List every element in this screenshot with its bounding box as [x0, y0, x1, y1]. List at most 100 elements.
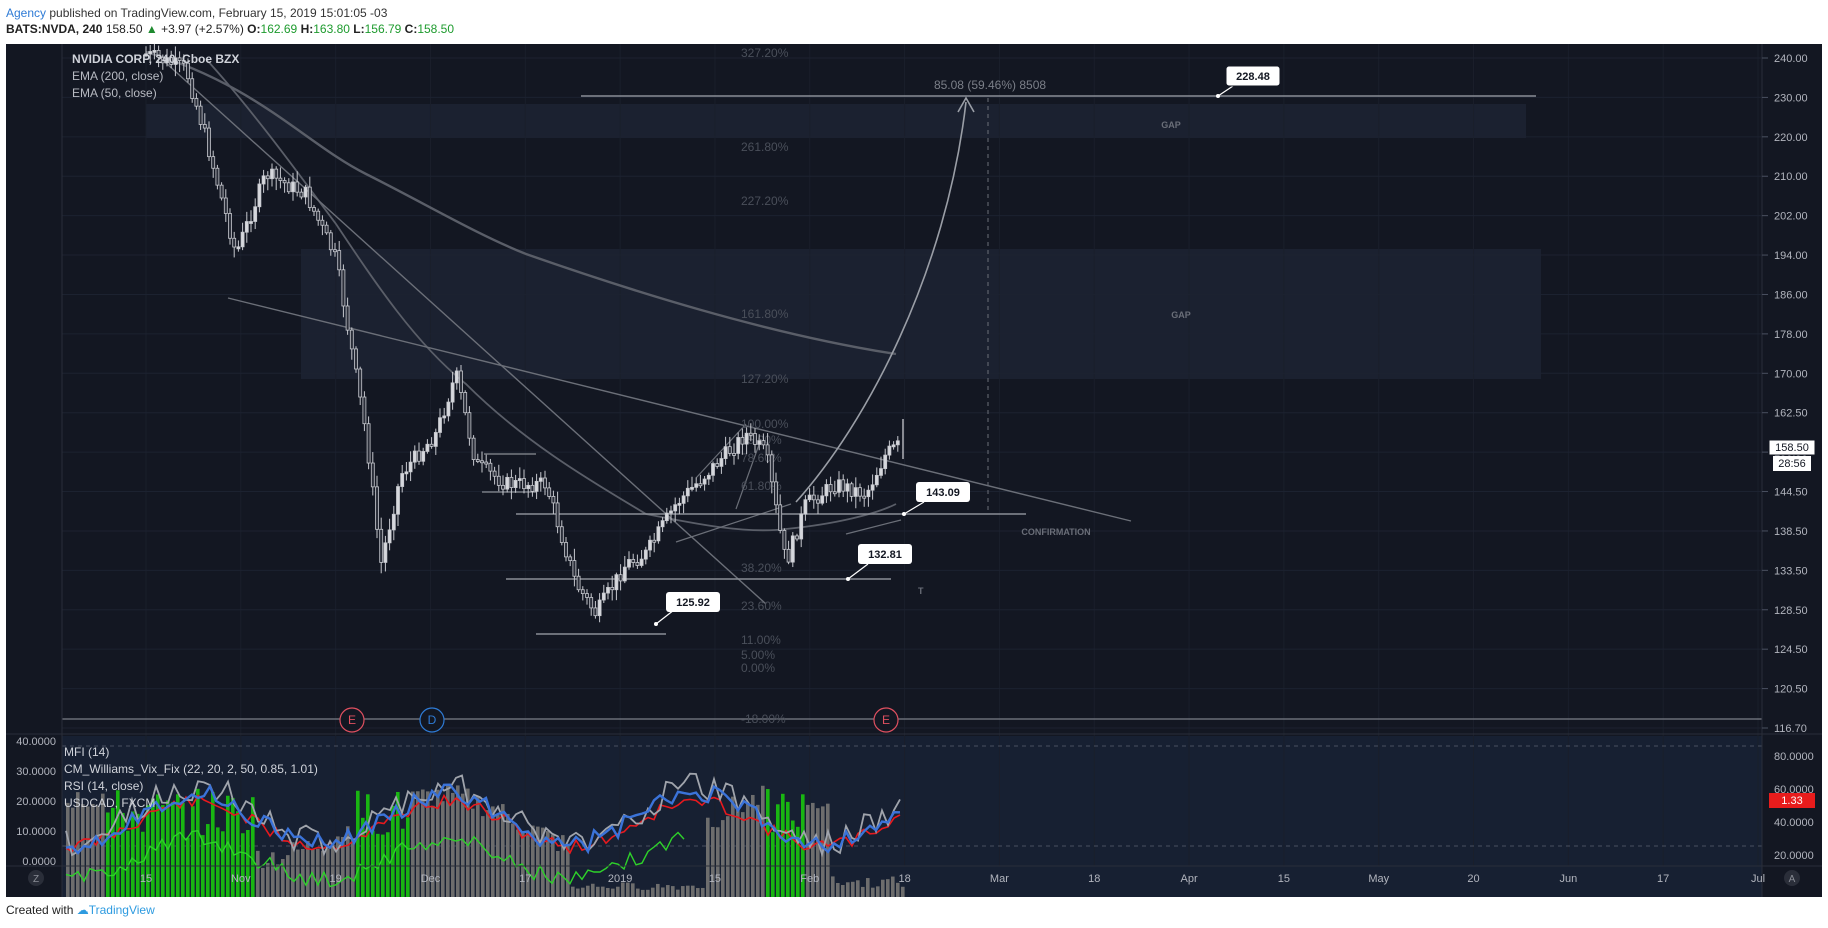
chart-legend-ema200[interactable]: EMA (200, close): [72, 69, 163, 83]
svg-text:Z: Z: [33, 874, 39, 885]
candle-body: [454, 370, 459, 384]
lower-legend-rsi[interactable]: RSI (14, close): [64, 779, 143, 793]
horizontal-grid: [62, 57, 1762, 729]
lower-legend-vixfix[interactable]: CM_Williams_Vix_Fix (22, 20, 2, 50, 0.85…: [64, 762, 318, 776]
price-axis[interactable]: 240.00 230.00 220.00 210.00 202.00 194.00 186.…: [1762, 53, 1808, 735]
chart-legend-ema50[interactable]: EMA (50, close): [72, 86, 157, 100]
candle-body: [370, 462, 375, 488]
candle-body: [354, 348, 358, 370]
candle-body: [866, 489, 871, 498]
candle-body: [505, 476, 510, 490]
candle-body: [396, 486, 400, 515]
chart-area[interactable]: 327.20% 261.80% 227.20% 161.80% 127.20% 100.0…: [6, 44, 1822, 897]
time-tick-label: 2019: [608, 873, 632, 885]
lower-legend-mfi[interactable]: MFI (14): [64, 745, 109, 759]
candle-body: [748, 432, 753, 436]
histogram-bar: [71, 807, 75, 897]
histogram-bar: [191, 806, 195, 897]
histogram-bar: [341, 836, 345, 897]
time-tick-label: Dec: [421, 873, 441, 885]
candle-body: [883, 454, 888, 469]
tradingview-logo-icon[interactable]: ☁: [76, 903, 89, 917]
candle-body: [870, 484, 875, 491]
vix-blue-line: [65, 783, 901, 855]
histogram-bar: [251, 797, 255, 897]
candle-body: [618, 574, 623, 582]
candle-body: [253, 206, 258, 222]
main-pane[interactable]: [62, 44, 1762, 734]
candle-body: [408, 461, 413, 473]
histogram-bar: [806, 804, 810, 897]
candle-body: [148, 51, 153, 55]
candle-body: [811, 494, 816, 501]
candle-body: [627, 559, 631, 568]
time-axis[interactable]: 15 Nov 19 Dec 17 2019 15 Feb 18 Mar 18 Apr 15 May 20 Ju…: [140, 873, 1765, 885]
histogram-bar: [491, 806, 495, 897]
candle-body: [509, 476, 514, 488]
candle-body: [446, 401, 451, 417]
candle-body: [774, 481, 778, 506]
gap-zone-upper: [146, 104, 1526, 138]
candlesticks: [144, 44, 904, 623]
histogram-bar: [136, 813, 140, 897]
target-label: 85.08 (59.46%) 8508: [934, 78, 1046, 92]
price-tick-label: 138.50: [1774, 526, 1808, 538]
histogram-bar: [831, 876, 835, 897]
lower-right-tick-label: 20.0000: [1774, 850, 1814, 862]
candle-body: [391, 513, 396, 531]
histogram-bar: [461, 793, 465, 897]
candle-body: [677, 502, 682, 506]
callout-125[interactable]: 125.92: [654, 592, 720, 626]
histogram-bar: [266, 862, 270, 897]
candle-body: [858, 487, 862, 497]
candle-body: [895, 440, 900, 446]
candle-body: [328, 232, 333, 251]
histogram-bar: [816, 808, 820, 897]
histogram-bar: [781, 793, 785, 897]
histogram-bar: [186, 837, 190, 897]
candle-body: [467, 412, 472, 439]
callout-143-text: 143.09: [926, 487, 960, 499]
candle-body: [593, 607, 598, 617]
candle-body: [585, 593, 589, 598]
callout-228[interactable]: 228.48: [1216, 65, 1281, 98]
candle-body: [232, 237, 237, 248]
callout-143[interactable]: 143.09: [902, 482, 970, 516]
arrow-head-icon: [957, 96, 975, 113]
zoom-reset-button[interactable]: Z: [28, 870, 44, 886]
dividend-marker[interactable]: D: [419, 707, 445, 733]
auto-scale-button[interactable]: A: [1784, 870, 1800, 886]
price-tick-label: 186.00: [1774, 289, 1808, 301]
fib-level-label: 100.00%: [741, 417, 789, 431]
candle-body: [719, 458, 724, 467]
last-price-axis-label: 158.50: [1775, 442, 1809, 454]
callout-132[interactable]: 132.81: [846, 544, 912, 581]
histogram-bar: [791, 820, 795, 897]
histogram-bar: [786, 801, 790, 897]
candle-body: [698, 483, 703, 487]
author-link[interactable]: Agency: [6, 6, 47, 20]
histogram-bar: [261, 867, 265, 897]
lower-legend-usdcad[interactable]: USDCAD, FXCM: [64, 796, 155, 810]
candle-body: [492, 470, 497, 477]
candle-body: [274, 168, 279, 179]
histogram-bar: [866, 878, 870, 897]
candle-body: [614, 574, 619, 591]
histogram-bar: [476, 796, 480, 897]
histogram-bar: [141, 831, 145, 897]
candle-body: [837, 479, 841, 493]
earnings-marker-1[interactable]: E: [339, 707, 365, 733]
symbol-label: BATS:NVDA, 240: [6, 22, 103, 36]
low-value: 156.79: [364, 22, 402, 36]
ohlc-line: BATS:NVDA, 240 158.50 ▲ +3.97 (+2.57%) O…: [6, 22, 454, 36]
earnings-marker-2[interactable]: E: [873, 707, 899, 733]
histogram-bar: [851, 881, 855, 897]
tradingview-link[interactable]: TradingView: [88, 903, 155, 917]
candle-body: [194, 98, 199, 107]
lower-pane[interactable]: [62, 736, 1762, 897]
callout-125-text: 125.92: [676, 597, 710, 609]
candle-body: [786, 548, 791, 563]
chart-legend-title[interactable]: NVIDIA CORP, 240, Cboe BZX: [72, 52, 239, 66]
up-arrow-icon: ▲: [145, 22, 158, 36]
histogram-bar: [716, 827, 720, 897]
